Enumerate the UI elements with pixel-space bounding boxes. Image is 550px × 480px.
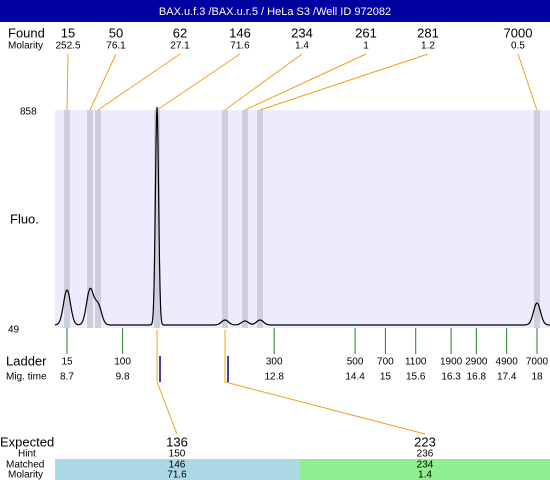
plot-area <box>55 110 550 328</box>
peak-connector <box>259 53 429 111</box>
peak-connector <box>89 53 117 111</box>
found-size: 62 <box>173 25 187 40</box>
ladder-size: 2900 <box>465 357 488 368</box>
peak-connector <box>517 53 538 111</box>
molarity-label: Molarity <box>8 41 43 52</box>
ladder-size: 700 <box>377 357 394 368</box>
y-max: 858 <box>20 107 37 118</box>
mig-time: 18 <box>531 372 543 383</box>
title: BAX.u.f.3 /BAX.u.r.5 / HeLa S3 /Well ID … <box>159 6 391 18</box>
peak-connector <box>97 53 181 111</box>
found-molarity: 1 <box>363 41 369 52</box>
expected-connector <box>156 330 178 435</box>
matched-band <box>55 459 300 480</box>
peak-band <box>154 110 160 328</box>
mig-time: 8.7 <box>60 372 74 383</box>
mig-time: 9.8 <box>116 372 130 383</box>
expected-hint: 150 <box>169 449 186 460</box>
found-molarity: 76.1 <box>106 41 126 52</box>
matched-band <box>300 459 550 480</box>
ladder-label: Ladder <box>6 353 47 368</box>
hint-label: Hint <box>18 449 36 460</box>
mig-time: 14.4 <box>345 372 365 383</box>
ladder-size: 1100 <box>405 357 427 368</box>
mig-time: 16.8 <box>467 372 487 383</box>
peak-connector <box>66 53 69 111</box>
matched-label: Matched <box>6 460 44 471</box>
ladder-size: 7000 <box>526 357 549 368</box>
found-molarity: 27.1 <box>170 41 190 52</box>
ladder-size: 15 <box>61 357 73 368</box>
found-label: Found <box>8 25 45 40</box>
expected-size: 223 <box>414 434 436 449</box>
ladder-size: 500 <box>347 357 364 368</box>
mig-time-label: Mig. time <box>6 372 47 383</box>
peak-band <box>257 110 263 328</box>
found-molarity: 1.2 <box>421 41 435 52</box>
ladder-size: 300 <box>266 357 283 368</box>
peak-band <box>222 110 228 328</box>
expected-label: Expected <box>0 434 54 449</box>
expected-molarity: 1.4 <box>418 470 432 480</box>
mig-time: 15 <box>380 372 392 383</box>
mig-time: 15.6 <box>406 372 426 383</box>
peak-band <box>534 110 540 328</box>
peak-band <box>87 110 93 328</box>
found-molarity: 0.5 <box>511 41 525 52</box>
peak-band <box>64 110 70 328</box>
found-molarity: 71.6 <box>230 41 250 52</box>
peak-connector <box>156 53 241 111</box>
found-molarity: 252.5 <box>55 41 80 52</box>
expected-hint: 236 <box>417 449 434 460</box>
found-size: 7000 <box>504 25 533 40</box>
mig-time: 17.4 <box>497 372 517 383</box>
peak-band <box>242 110 248 328</box>
found-size: 261 <box>355 25 377 40</box>
y-min: 49 <box>8 325 20 336</box>
expected-connector <box>224 330 426 435</box>
found-size: 50 <box>109 25 123 40</box>
peak-connector <box>244 53 367 111</box>
expected-molarity: 71.6 <box>167 470 187 480</box>
found-size: 15 <box>61 25 75 40</box>
fluo-label: Fluo. <box>10 211 39 226</box>
peak-connector <box>224 53 303 111</box>
expected-matched: 234 <box>417 460 434 471</box>
peak-band <box>95 110 101 328</box>
found-size: 234 <box>291 25 313 40</box>
expected-matched: 146 <box>169 460 186 471</box>
title-bar <box>0 0 550 22</box>
found-molarity: 1.4 <box>295 41 309 52</box>
ladder-size: 4900 <box>496 357 519 368</box>
mig-time: 16.3 <box>441 372 461 383</box>
found-size: 146 <box>229 25 251 40</box>
ladder-size: 100 <box>114 357 131 368</box>
found-size: 281 <box>417 25 439 40</box>
ladder-size: 1900 <box>440 357 463 368</box>
expected-size: 136 <box>166 434 188 449</box>
mig-time: 12.8 <box>264 372 284 383</box>
molarity-label: Molarity <box>8 470 43 480</box>
trace <box>54 106 550 326</box>
